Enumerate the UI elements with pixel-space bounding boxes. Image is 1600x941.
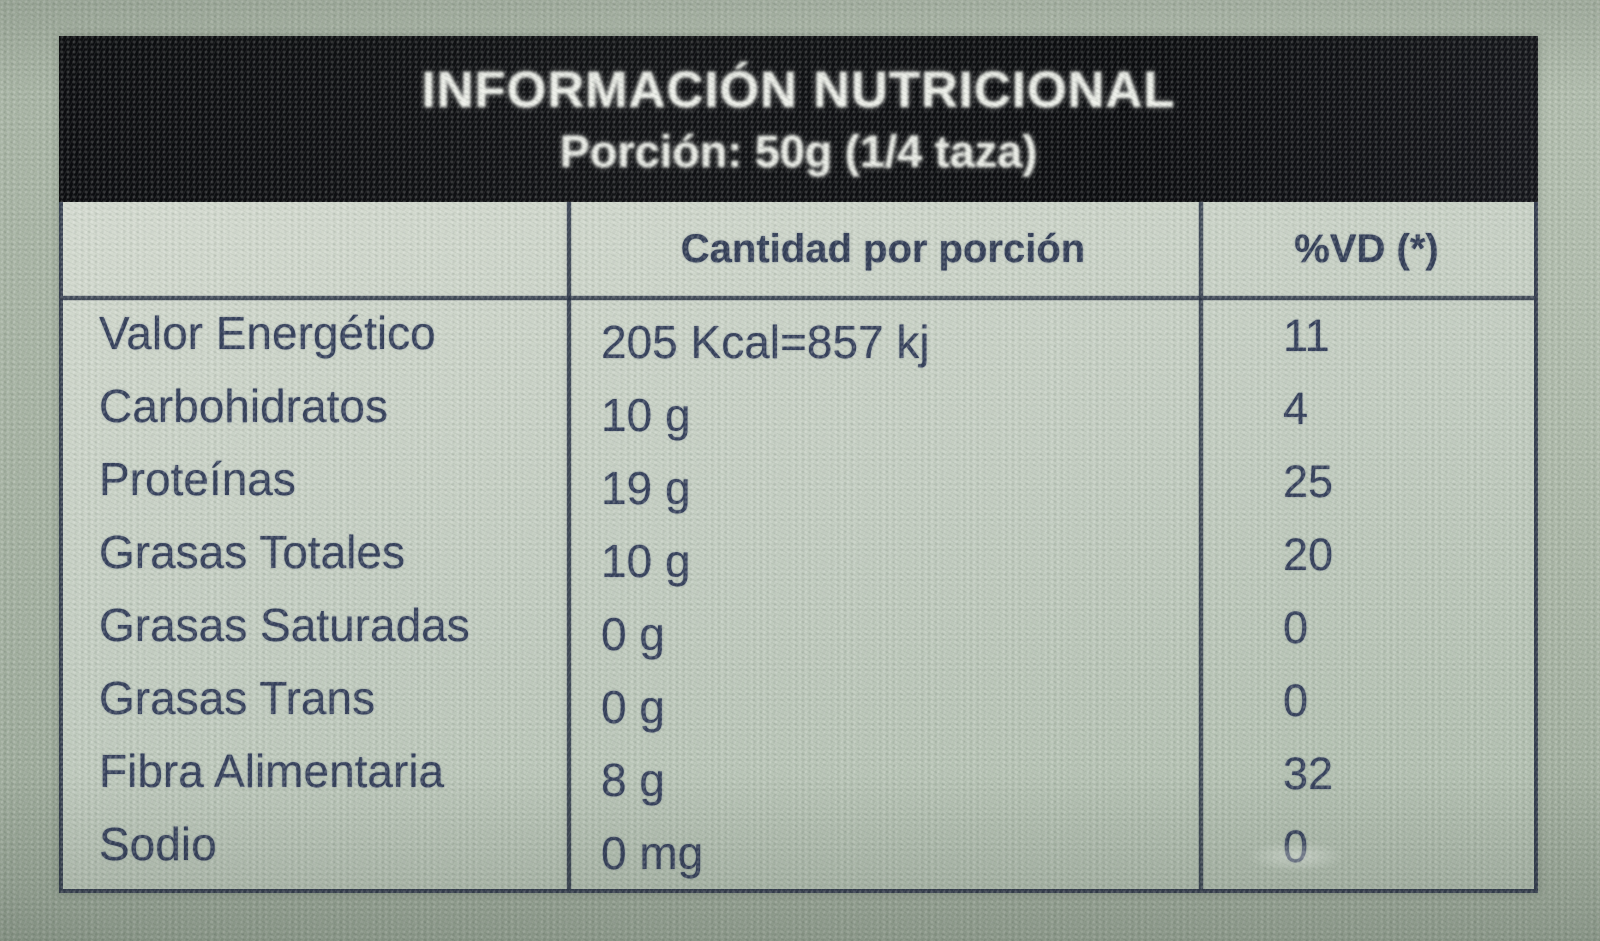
label-title: INFORMACIÓN NUTRICIONAL	[421, 61, 1176, 118]
nutrient-amount: 19 g	[601, 461, 691, 514]
nutrient-row: Valor Energético 205 Kcal=857 kj 11	[63, 296, 1534, 369]
nutrient-name: Grasas Totales	[99, 525, 405, 578]
column-divider-1	[567, 202, 571, 889]
label-header-band: INFORMACIÓN NUTRICIONAL Porción: 50g (1/…	[59, 36, 1538, 202]
nutrient-row: Grasas Saturadas 0 g 0	[63, 589, 1534, 662]
column-header-amount: Cantidad por porción	[680, 226, 1086, 271]
column-header-row: Cantidad por porción %VD (*)	[63, 202, 1534, 296]
nutrient-dv: 0	[1283, 675, 1309, 727]
nutrient-amount: 0 g	[601, 681, 665, 734]
nutrient-dv: 0	[1283, 821, 1309, 873]
nutrient-amount: 205 Kcal=857 kj	[601, 315, 930, 368]
nutrient-dv: 4	[1283, 382, 1309, 434]
nutrient-name: Valor Energético	[99, 306, 436, 359]
nutrition-label-table: INFORMACIÓN NUTRICIONAL Porción: 50g (1/…	[59, 36, 1538, 893]
nutrient-name: Carbohidratos	[99, 379, 388, 432]
nutrient-row: Fibra Alimentaria 8 g 32	[63, 735, 1534, 808]
column-divider-2	[1199, 202, 1203, 889]
nutrient-row: Grasas Totales 10 g 20	[63, 515, 1534, 588]
header-divider	[63, 296, 1534, 300]
nutrient-dv: 0	[1283, 602, 1309, 654]
nutrient-name: Sodio	[99, 818, 217, 871]
nutrient-dv: 11	[1283, 309, 1330, 361]
nutrient-rows: Valor Energético 205 Kcal=857 kj 11 Carb…	[63, 296, 1534, 889]
serving-size-text: Porción: 50g (1/4 taza)	[559, 126, 1038, 177]
nutrient-name: Grasas Saturadas	[99, 599, 470, 652]
nutrient-amount: 8 g	[601, 754, 665, 807]
nutrient-amount: 10 g	[601, 534, 691, 587]
nutrient-dv: 32	[1283, 748, 1334, 800]
nutrient-name: Grasas Trans	[99, 672, 376, 725]
nutrient-amount: 0 mg	[601, 827, 704, 880]
nutrient-row: Grasas Trans 0 g 0	[63, 662, 1534, 735]
nutrient-row: Sodio 0 mg 0	[63, 808, 1534, 881]
nutrient-row: Proteínas 19 g 25	[63, 442, 1534, 515]
column-header-dv: %VD (*)	[1294, 226, 1439, 271]
nutrient-dv: 25	[1283, 455, 1334, 507]
nutrient-row: Carbohidratos 10 g 4	[63, 369, 1534, 442]
nutrient-amount: 10 g	[601, 388, 691, 441]
nutrient-name: Fibra Alimentaria	[99, 745, 445, 798]
nutrient-amount: 0 g	[601, 608, 665, 661]
nutrient-name: Proteínas	[99, 452, 296, 505]
nutrient-dv: 20	[1283, 528, 1334, 580]
